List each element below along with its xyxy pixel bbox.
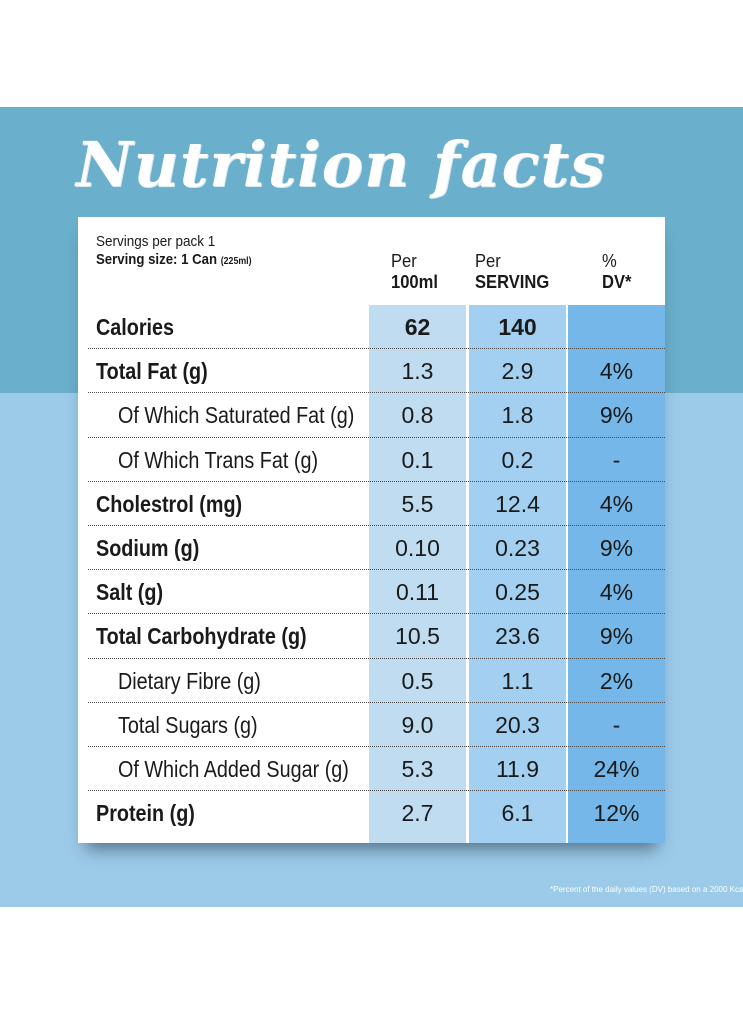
per-serving-column-shade (469, 305, 566, 843)
per-serving-value: 0.23 (495, 534, 540, 561)
dv-value: - (612, 711, 621, 738)
per-serving-value: 12.4 (495, 490, 540, 517)
table-row: Salt (g) 0.11 0.25 4% (78, 570, 665, 615)
dv-value: 12% (593, 800, 640, 827)
table-row: Of Which Saturated Fat (g) 0.8 1.8 9% (78, 393, 665, 438)
nutrient-rows: Calories 62 140 Total Fat (g) 1.3 2.9 4%… (78, 305, 665, 835)
dv-value: 4% (599, 579, 634, 606)
nutrient-label: Protein (g) (96, 800, 195, 827)
per-serving-value: 11.9 (495, 755, 540, 782)
dv-value: - (612, 446, 621, 473)
per100-value: 0.1 (401, 446, 434, 473)
serving-size-ml: (225ml) (220, 256, 252, 267)
per100-value: 5.5 (401, 490, 434, 517)
per-serving-header: Per SERVING (475, 251, 550, 292)
per100-value: 0.10 (395, 534, 440, 561)
dv-value: 9% (599, 402, 634, 429)
table-row: Total Sugars (g) 9.0 20.3 - (78, 703, 665, 748)
nutrient-label: Of Which Trans Fat (g) (118, 446, 319, 473)
per-serving-value: 1.1 (501, 667, 534, 694)
per-serving-value: 1.8 (501, 402, 534, 429)
dv-footnote: *Percent of the daily values (DV) based … (550, 885, 743, 894)
nutrient-label: Of Which Added Sugar (g) (118, 755, 349, 782)
dv-value (568, 305, 665, 349)
nutrient-label: Sodium (g) (96, 534, 200, 561)
dv-value: 4% (599, 358, 634, 385)
per-serving-value: 20.3 (495, 711, 540, 738)
table-row: Of Which Added Sugar (g) 5.3 11.9 24% (78, 747, 665, 792)
table-row: Total Carbohydrate (g) 10.5 23.6 9% (78, 614, 665, 659)
table-row: Calories 62 140 (78, 305, 665, 350)
table-row: Cholestrol (mg) 5.5 12.4 4% (78, 482, 665, 527)
per100-value: 62 (404, 314, 431, 340)
per-serving-value: 23.6 (495, 623, 540, 650)
nutrient-label: Total Sugars (g) (118, 711, 258, 738)
nutrient-label: Dietary Fibre (g) (118, 667, 261, 694)
dv-value: 2% (599, 667, 634, 694)
per100-value: 2.7 (401, 800, 434, 827)
per100-header: Per 100ml (391, 251, 438, 292)
nutrient-label: Total Fat (g) (96, 358, 208, 385)
table-row: Of Which Trans Fat (g) 0.1 0.2 - (78, 438, 665, 482)
page-title: Nutrition facts (76, 128, 606, 201)
nutrient-label: Salt (g) (96, 579, 164, 606)
table-row: Total Fat (g) 1.3 2.9 4% (78, 349, 665, 394)
table-row: Dietary Fibre (g) 0.5 1.1 2% (78, 659, 665, 703)
dv-value: 24% (593, 755, 640, 782)
per-serving-value: 6.1 (501, 800, 534, 827)
serving-size: Serving size: 1 Can (225ml) (96, 251, 252, 268)
nutrition-table: Servings per pack 1 Serving size: 1 Can … (78, 217, 665, 843)
per100-value: 5.3 (401, 755, 434, 782)
per-serving-value: 0.25 (495, 579, 540, 606)
per100-value: 0.8 (401, 402, 434, 429)
per100-value: 9.0 (401, 711, 434, 738)
nutrient-label: Total Carbohydrate (g) (96, 623, 307, 650)
table-row: Protein (g) 2.7 6.1 12% (78, 791, 665, 835)
per100-value: 0.5 (401, 667, 434, 694)
dv-value: 9% (599, 534, 634, 561)
dv-value: 9% (599, 623, 634, 650)
per-serving-value: 2.9 (501, 358, 534, 385)
per-serving-value: 0.2 (501, 446, 534, 473)
table-row: Sodium (g) 0.10 0.23 9% (78, 526, 665, 571)
servings-per-pack: Servings per pack 1 (96, 233, 216, 250)
per100-value: 10.5 (395, 623, 440, 650)
per-serving-value: 140 (498, 314, 537, 340)
nutrient-label: Cholestrol (mg) (96, 490, 243, 517)
dv-header: % DV* (602, 251, 632, 292)
dv-value: 4% (599, 490, 634, 517)
nutrient-label: Calories (96, 314, 175, 340)
per100-column-shade (369, 305, 466, 843)
nutrient-label: Of Which Saturated Fat (g) (118, 402, 355, 429)
serving-info: Servings per pack 1 Serving size: 1 Can … (96, 233, 273, 268)
per100-value: 1.3 (401, 358, 434, 385)
per100-value: 0.11 (395, 579, 440, 606)
dv-column-shade (568, 305, 665, 843)
